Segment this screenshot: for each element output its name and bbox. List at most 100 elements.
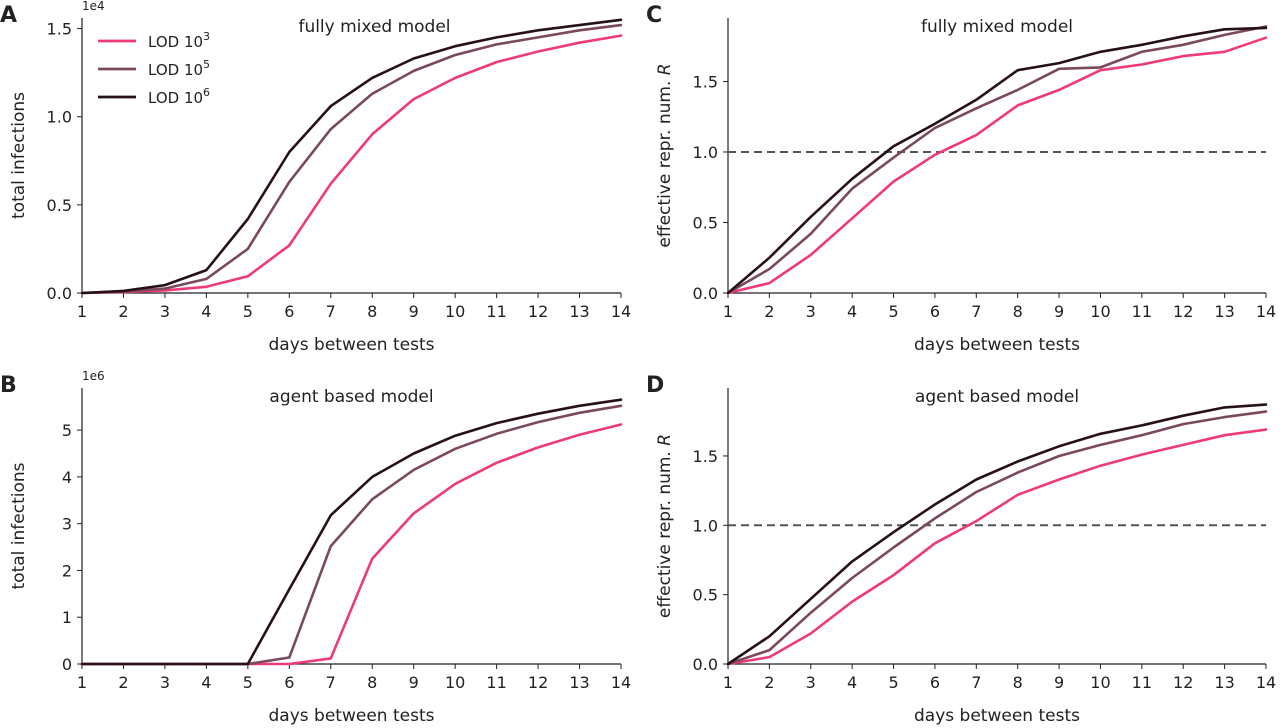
x-tick-label: 6 xyxy=(284,673,294,692)
x-tick-label: 7 xyxy=(326,302,336,321)
y-axis-label-symbol: R xyxy=(655,434,675,446)
y-axis-label-symbol: R xyxy=(655,63,675,75)
legend-label-base: LOD 10 xyxy=(148,33,203,51)
y-axis-exponent: 1e4 xyxy=(82,0,105,13)
x-tick-label: 5 xyxy=(888,673,898,692)
y-tick-label: 0.5 xyxy=(693,586,718,605)
x-tick-label: 3 xyxy=(806,673,816,692)
series-line-lod5 xyxy=(80,23,623,295)
x-tick-label: 7 xyxy=(971,673,981,692)
y-axis-label: total infections xyxy=(9,92,29,219)
legend-label-base: LOD 10 xyxy=(148,61,203,79)
x-tick-label: 5 xyxy=(243,673,253,692)
chart-title: agent based model xyxy=(269,387,433,407)
series-line-lod6 xyxy=(726,26,1268,295)
x-tick-label: 9 xyxy=(409,302,419,321)
x-tick-label: 12 xyxy=(1173,673,1193,692)
y-axis-label: effective repr. num. R xyxy=(655,63,675,247)
legend-label-exponent: 5 xyxy=(203,58,210,71)
series-line-lod6 xyxy=(80,18,623,295)
x-tick-label: 5 xyxy=(243,302,253,321)
x-tick-label: 13 xyxy=(1214,673,1234,692)
x-tick-label: 9 xyxy=(1054,302,1064,321)
x-tick-label: 3 xyxy=(160,302,170,321)
legend-label-exponent: 6 xyxy=(203,86,210,99)
y-tick-label: 1.5 xyxy=(693,447,718,466)
x-tick-label: 9 xyxy=(1054,673,1064,692)
x-tick-label: 13 xyxy=(569,673,589,692)
x-tick-label: 13 xyxy=(1214,302,1234,321)
legend-label: LOD 103 xyxy=(148,30,210,51)
x-tick-label: 6 xyxy=(284,302,294,321)
y-tick-label: 0.0 xyxy=(47,284,72,303)
chart-title: fully mixed model xyxy=(921,17,1073,37)
y-axis-exponent: 1e6 xyxy=(82,369,105,383)
x-tick-label: 14 xyxy=(611,673,631,692)
x-axis-label: days between tests xyxy=(269,335,435,355)
y-tick-label: 0.5 xyxy=(693,213,718,232)
y-tick-label: 1.5 xyxy=(47,20,72,39)
legend-label: LOD 106 xyxy=(148,86,210,107)
y-tick-label: 1.0 xyxy=(47,108,72,127)
y-tick-label: 0.0 xyxy=(693,655,718,674)
y-tick-label: 0.0 xyxy=(693,284,718,303)
x-tick-label: 1 xyxy=(723,302,733,321)
panel-letter: B xyxy=(0,373,17,398)
y-tick-label: 5 xyxy=(62,421,72,440)
series-line-lod5 xyxy=(726,410,1268,666)
panel-letter: A xyxy=(0,3,17,28)
series-line-lod6 xyxy=(80,398,623,666)
x-tick-label: 2 xyxy=(764,302,774,321)
y-tick-label: 0 xyxy=(62,655,72,674)
series-line-lod3 xyxy=(726,36,1268,295)
y-axis-label: total infections xyxy=(9,462,29,589)
x-tick-label: 4 xyxy=(847,673,857,692)
series-line-lod5 xyxy=(80,404,623,666)
x-tick-label: 14 xyxy=(1256,302,1276,321)
x-tick-label: 10 xyxy=(1090,673,1110,692)
x-tick-label: 11 xyxy=(1132,673,1152,692)
y-tick-label: 1.0 xyxy=(693,143,718,162)
y-tick-label: 1.5 xyxy=(693,72,718,91)
x-tick-label: 3 xyxy=(160,673,170,692)
x-tick-label: 10 xyxy=(1090,302,1110,321)
x-tick-label: 3 xyxy=(806,302,816,321)
x-tick-label: 5 xyxy=(888,302,898,321)
x-tick-label: 2 xyxy=(118,673,128,692)
y-axis-label-text: effective repr. num. xyxy=(655,75,675,247)
legend-label: LOD 105 xyxy=(148,58,210,79)
series-line-lod3 xyxy=(726,428,1268,666)
legend-label-base: LOD 10 xyxy=(148,89,203,107)
x-tick-label: 12 xyxy=(1173,302,1193,321)
panel-letter: D xyxy=(646,373,664,398)
x-axis-label: days between tests xyxy=(914,706,1080,726)
x-tick-label: 8 xyxy=(1013,302,1023,321)
legend-label-exponent: 3 xyxy=(203,30,210,43)
x-tick-label: 11 xyxy=(486,302,506,321)
series-line-lod3 xyxy=(80,423,623,666)
x-tick-label: 4 xyxy=(201,673,211,692)
x-tick-label: 8 xyxy=(367,673,377,692)
x-tick-label: 2 xyxy=(764,673,774,692)
y-axis-label: effective repr. num. R xyxy=(655,434,675,618)
x-tick-label: 7 xyxy=(326,673,336,692)
x-tick-label: 8 xyxy=(1013,673,1023,692)
series-line-lod5 xyxy=(726,25,1268,295)
x-tick-label: 14 xyxy=(611,302,631,321)
x-tick-label: 13 xyxy=(569,302,589,321)
y-tick-label: 2 xyxy=(62,561,72,580)
y-tick-label: 3 xyxy=(62,515,72,534)
chart-title: agent based model xyxy=(915,387,1079,407)
x-tick-label: 1 xyxy=(77,673,87,692)
x-tick-label: 4 xyxy=(201,302,211,321)
series-line-lod3 xyxy=(80,34,623,295)
x-tick-label: 11 xyxy=(486,673,506,692)
x-tick-label: 2 xyxy=(118,302,128,321)
x-tick-label: 12 xyxy=(528,673,548,692)
y-tick-label: 0.5 xyxy=(47,196,72,215)
x-tick-label: 4 xyxy=(847,302,857,321)
